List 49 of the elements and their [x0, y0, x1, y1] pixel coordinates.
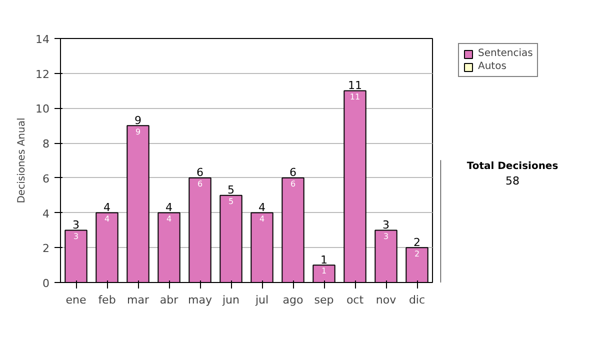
- data-label: 5: [228, 196, 234, 206]
- y-tick-label: 14: [36, 33, 50, 46]
- data-label: 2: [414, 249, 420, 258]
- total-label: 6: [290, 166, 296, 180]
- data-label: 4: [104, 214, 110, 224]
- legend-label: Autos: [478, 61, 506, 72]
- data-label: 6: [197, 180, 203, 189]
- legend-label: Sentencias: [478, 48, 533, 59]
- data-label: 1: [321, 266, 327, 276]
- y-tick-label: 4: [42, 207, 50, 220]
- x-tick-label: mar: [127, 294, 150, 306]
- data-label: 3: [383, 232, 389, 241]
- total-label: 2: [414, 236, 420, 249]
- y-tick-label: 0: [42, 277, 50, 290]
- x-tick-label: ene: [66, 294, 86, 306]
- data-label: 4: [166, 214, 172, 224]
- total-label: 4: [258, 201, 266, 214]
- total-label: 5: [228, 184, 234, 197]
- y-tick-label: 12: [36, 68, 50, 81]
- total-label: 11: [348, 79, 362, 92]
- total-label: 4: [166, 201, 172, 214]
- x-tick-label: feb: [98, 294, 116, 306]
- y-axis-title: Decisiones Anual: [16, 118, 28, 204]
- total-label: 3: [382, 218, 390, 232]
- x-tick-label: oct: [346, 294, 364, 306]
- x-tick-label: jul: [254, 294, 269, 306]
- x-tick-label: jun: [222, 294, 240, 306]
- total-label: 3: [72, 218, 80, 232]
- y-tick-label: 8: [42, 138, 50, 151]
- x-tick-label: may: [188, 294, 212, 306]
- x-tick-label: abr: [160, 294, 179, 306]
- x-tick-label: nov: [376, 294, 397, 306]
- data-label: 9: [135, 127, 141, 136]
- data-label: 3: [73, 232, 79, 241]
- x-tick-label: dic: [408, 294, 426, 306]
- text: Total Decisiones: [466, 160, 558, 172]
- x-tick-label: ago: [282, 294, 304, 306]
- data-label: 11: [350, 92, 360, 102]
- y-tick-label: 2: [42, 242, 50, 256]
- total-label: 1: [320, 253, 328, 266]
- y-tick-label: 6: [42, 172, 50, 186]
- data-label: 4: [259, 214, 265, 224]
- y-tick-label: 10: [36, 102, 50, 116]
- total-label: 6: [196, 166, 204, 180]
- total-label: 9: [134, 114, 142, 127]
- x-tick-label: sep: [314, 294, 334, 306]
- text: 58: [506, 174, 520, 188]
- data-label: 6: [290, 180, 296, 189]
- total-label: 4: [104, 201, 110, 214]
